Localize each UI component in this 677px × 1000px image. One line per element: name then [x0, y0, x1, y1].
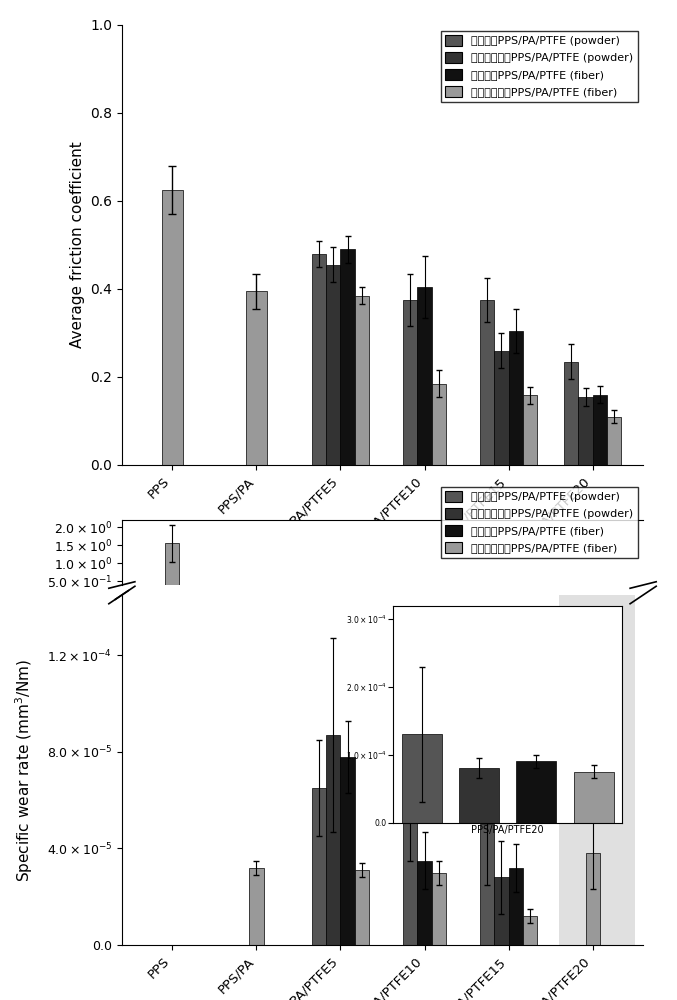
Bar [508, 331, 523, 465]
Bar [403, 788, 418, 945]
Bar [592, 395, 607, 465]
Bar [246, 291, 267, 465]
Bar [432, 873, 446, 945]
Bar [564, 362, 578, 465]
Bar [165, 543, 179, 599]
Bar [523, 395, 538, 465]
Bar [586, 853, 600, 945]
Bar [312, 788, 326, 945]
Bar [312, 254, 326, 465]
Y-axis label: Average friction coefficient: Average friction coefficient [70, 142, 85, 348]
Bar [162, 190, 183, 465]
Legend: 常规注塑PPS/PA/PTFE (powder), 极高剪切注塑PPS/PA/PTFE (powder), 常规注塑PPS/PA/PTFE (fiber), 极: 常规注塑PPS/PA/PTFE (powder), 极高剪切注塑PPS/PA/P… [441, 31, 638, 102]
Bar [326, 735, 341, 945]
Bar [607, 417, 621, 465]
Bar [480, 300, 494, 465]
Bar [418, 861, 432, 945]
Bar [523, 916, 538, 945]
Bar [403, 300, 418, 465]
Bar [326, 265, 341, 465]
Bar [432, 384, 446, 465]
Legend: 常规注塑PPS/PA/PTFE (powder), 极高剪切注塑PPS/PA/PTFE (powder), 常规注塑PPS/PA/PTFE (fiber), 极: 常规注塑PPS/PA/PTFE (powder), 极高剪切注塑PPS/PA/P… [441, 487, 638, 558]
Bar [508, 868, 523, 945]
Text: Specific wear rate (mm$^3$/Nm): Specific wear rate (mm$^3$/Nm) [13, 658, 35, 882]
Bar [559, 595, 635, 945]
Bar [355, 296, 369, 465]
Bar [494, 877, 508, 945]
Bar [341, 757, 355, 945]
Bar [249, 868, 263, 945]
Bar [341, 249, 355, 465]
Bar [480, 824, 494, 945]
Bar [578, 397, 592, 465]
Bar [418, 287, 432, 465]
Bar [494, 351, 508, 465]
Bar [355, 870, 369, 945]
